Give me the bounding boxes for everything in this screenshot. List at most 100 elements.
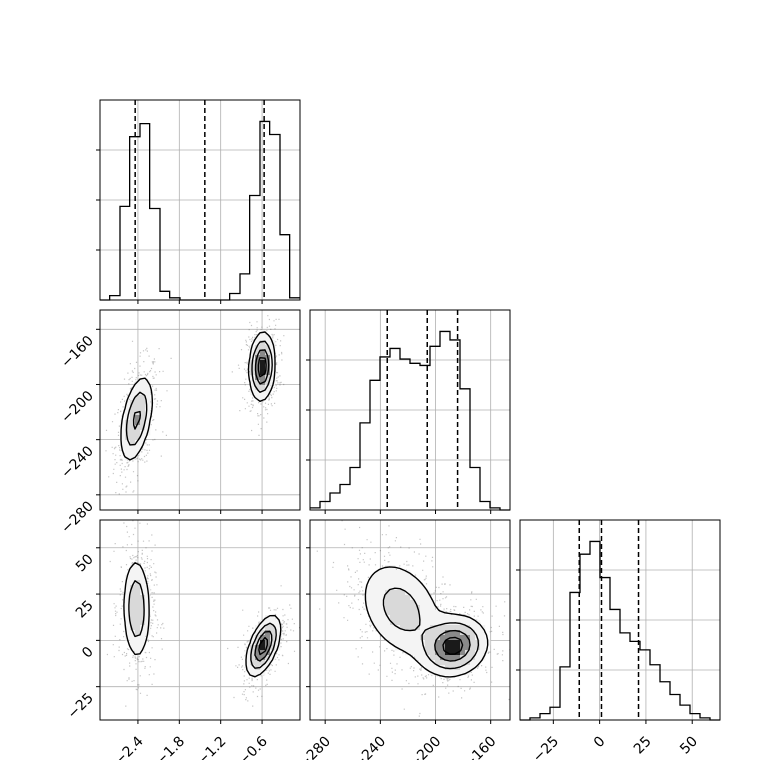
density-cell: [385, 580, 391, 586]
density-cell: [420, 620, 426, 626]
density-cell: [145, 600, 151, 606]
density-cell: [410, 590, 416, 596]
density-cell: [125, 630, 131, 636]
density-cell: [445, 660, 451, 666]
density-cell: [140, 385, 146, 391]
density-cell: [145, 610, 151, 616]
density-cell: [125, 410, 131, 416]
density-cell: [420, 630, 426, 636]
density-cell: [480, 630, 486, 636]
density-cell: [415, 650, 421, 656]
density-cell: [465, 620, 471, 626]
x-tick-label-p2-2: 25: [631, 734, 655, 758]
density-cell: [440, 615, 446, 621]
density-cell: [260, 390, 266, 396]
density-cell: [250, 640, 256, 646]
density-cell: [145, 385, 151, 391]
density-cell: [405, 610, 411, 616]
density-cell: [255, 340, 261, 346]
density-cell: [380, 625, 386, 631]
density-cell: [430, 655, 436, 661]
density-cell: [265, 345, 271, 351]
contour-line-1: [382, 587, 480, 670]
density-cell: [470, 665, 476, 671]
density-cell: [400, 575, 406, 581]
density-cell: [140, 390, 146, 396]
density-cell: [265, 660, 271, 666]
density-cell: [445, 655, 451, 661]
density-cell: [250, 660, 256, 666]
density-cell: [370, 585, 376, 591]
density-cell: [135, 615, 141, 621]
density-cell: [395, 585, 401, 591]
density-cell: [415, 580, 421, 586]
density-cell: [135, 595, 141, 601]
density-cell: [245, 665, 251, 671]
density-cell: [120, 420, 126, 426]
density-cell: [465, 645, 471, 651]
density-cell: [390, 570, 396, 576]
density-cell: [140, 605, 146, 611]
density-cell: [125, 595, 131, 601]
density-cell: [130, 580, 136, 586]
pair-panel-p1-p2: [306, 519, 511, 724]
density-cell: [370, 605, 376, 611]
density-cell: [385, 630, 391, 636]
density-cell: [395, 630, 401, 636]
density-cell: [135, 415, 141, 421]
density-cell: [395, 600, 401, 606]
density-cell: [435, 615, 441, 621]
density-cell: [255, 390, 261, 396]
density-cell: [460, 665, 466, 671]
density-cell: [140, 405, 146, 411]
density-cell: [255, 395, 261, 401]
density-cell: [400, 600, 406, 606]
density-cell: [440, 620, 446, 626]
density-cell: [380, 615, 386, 621]
density-cell: [430, 650, 436, 656]
pair-panel-content: [100, 310, 300, 510]
density-cell: [410, 635, 416, 641]
contour-line-3: [258, 636, 268, 656]
histogram-step-p1: [310, 330, 510, 511]
density-cell: [130, 430, 136, 436]
density-cell: [420, 590, 426, 596]
contour-line-1: [128, 580, 277, 669]
density-cell: [140, 630, 146, 636]
density-cell: [135, 635, 141, 641]
density-cell: [145, 420, 151, 426]
density-cell: [270, 630, 276, 636]
density-cell: [260, 375, 266, 381]
histogram-step-p0: [100, 120, 300, 301]
panel-border: [99, 99, 301, 301]
density-cell: [420, 615, 426, 621]
density-cell: [125, 600, 131, 606]
density-cell: [470, 620, 476, 626]
density-cell: [255, 380, 261, 386]
density-cell: [390, 615, 396, 621]
density-cell: [260, 630, 266, 636]
density-cell: [475, 660, 481, 666]
density-cell: [135, 450, 141, 456]
density-cell: [380, 575, 386, 581]
density-cell: [125, 610, 131, 616]
density-cell: [385, 635, 391, 641]
density-cell: [400, 640, 406, 646]
density-cell: [390, 590, 396, 596]
density-cell: [125, 440, 131, 446]
density-cell: [480, 640, 486, 646]
pair-panel-p0-p2: [96, 519, 301, 724]
y-tick-label-p2-2: 25: [73, 598, 97, 622]
density-cell: [415, 610, 421, 616]
density-cell: [140, 570, 146, 576]
density-cell: [435, 620, 441, 626]
density-cell: [125, 590, 131, 596]
density-cell: [465, 640, 471, 646]
density-cell: [135, 630, 141, 636]
density-cell: [390, 595, 396, 601]
density-cell: [435, 670, 441, 676]
density-cell: [135, 565, 141, 571]
density-cell: [135, 380, 141, 386]
density-cell: [370, 595, 376, 601]
density-cell: [460, 645, 466, 651]
